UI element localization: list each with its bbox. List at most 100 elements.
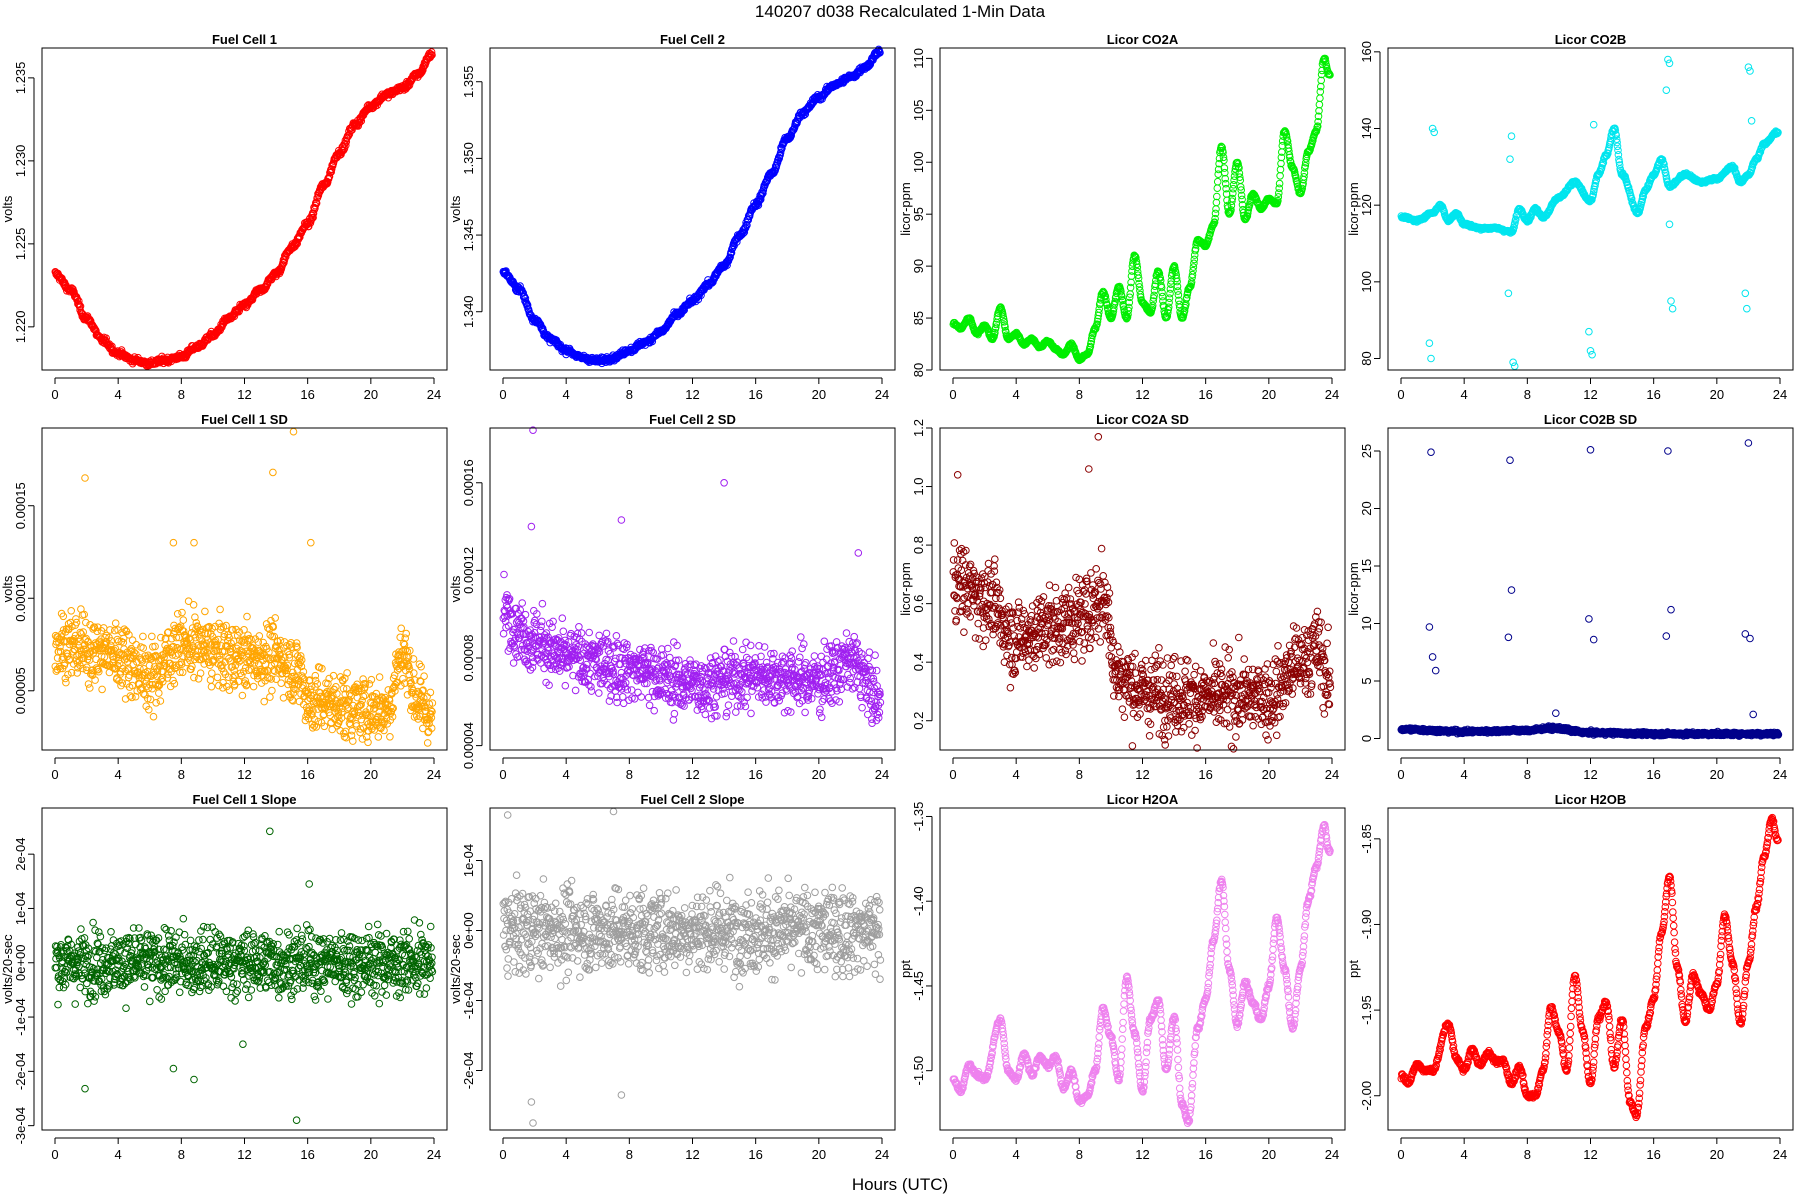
data-points [499,426,885,728]
data-point [1509,358,1517,367]
x-tick-label: 24 [427,767,441,782]
data-point [269,468,277,477]
x-tick-label: 16 [748,387,762,402]
x-axis: 0 4 8 12 16 20 24 [51,757,441,782]
data-point [1275,179,1284,188]
data-point [1428,124,1437,133]
x-tick-label: 4 [115,387,122,402]
data-point [149,712,158,721]
y-tick-label: 1.225 [13,228,28,261]
x-tick-label: 0 [51,767,58,782]
x-tick-label: 0 [51,387,58,402]
x-axis: 0 4 8 12 16 20 24 [949,377,1339,402]
x-tick-label: 24 [1325,387,1339,402]
data-point [73,295,82,304]
data-point [238,691,247,700]
y-tick-label: 80 [911,363,926,377]
data-point [521,610,530,619]
x-tick-label: 24 [427,387,441,402]
data-point [386,733,394,741]
data-point [268,686,276,695]
data-point [1430,128,1438,137]
data-point [196,669,205,678]
panel-title: Licor CO2A [1107,32,1179,47]
x-tick-label: 4 [563,387,570,402]
y-tick-label: 90 [911,259,926,273]
x-tick-label: 20 [812,387,826,402]
y-tick-label: 110 [911,48,926,69]
data-point [1586,347,1595,355]
data-point [139,644,147,652]
data-point [559,627,568,636]
data-point [156,697,165,705]
data-point [277,679,286,688]
x-tick-label: 8 [178,767,185,782]
data-point [1316,94,1324,102]
data-point [1746,67,1754,75]
x-tick-label: 12 [237,387,251,402]
data-point [307,538,315,547]
data-point [374,733,383,741]
data-point [402,629,411,638]
x-tick-label: 8 [178,387,185,402]
x-axis: 0 4 8 12 16 20 24 [499,377,889,402]
plot-frame [1387,47,1794,371]
data-point [420,672,428,681]
data-point [86,684,94,692]
data-point [500,570,508,579]
data-point [139,632,147,641]
data-point [1213,177,1222,186]
y-tick-label: 1.340 [461,295,476,328]
data-point [266,693,274,701]
x-tick-label: 8 [1076,387,1083,402]
y-tick-label: 85 [911,311,926,325]
data-point [538,599,547,608]
data-point [75,297,83,305]
x-tick-label: 20 [364,767,378,782]
data-point [1510,362,1519,371]
data-point [410,669,418,677]
data-point [1504,289,1513,298]
data-point [62,678,70,687]
x-tick-label: 8 [1524,387,1531,402]
panel-title: Licor CO2B [1555,32,1627,47]
data-point [67,607,75,615]
data-point [1665,220,1674,229]
x-tick-label: 0 [1397,387,1404,402]
data-point [1425,339,1434,348]
data-point [426,688,435,697]
x-tick-label: 4 [1461,387,1468,402]
figure-title: 140207 d038 Recalculated 1-Min Data [755,2,1046,21]
x-tick-label: 12 [237,767,251,782]
data-point [1315,100,1324,109]
data-point [152,699,160,707]
data-point [1588,350,1596,359]
data-point [575,623,583,631]
y-tick-label: 0.00005 [13,667,28,714]
data-point [1276,172,1284,180]
data-point [423,739,432,747]
y-tick-label: 1.235 [13,62,28,95]
y-tick-label: 0.00010 [13,575,28,622]
data-point [216,605,224,614]
data-point [1744,63,1753,71]
data-point [169,538,178,547]
x-tick-label: 4 [1013,387,1020,402]
data-point [208,669,216,678]
data-point [289,427,298,436]
x-tick-label: 20 [1262,387,1276,402]
x-axis: 0 4 8 12 16 20 24 [1397,377,1787,402]
y-axis-label: volts [0,195,15,222]
data-point [577,629,586,637]
data-point [1589,120,1598,129]
data-point [571,686,580,695]
x-tick-label: 16 [1198,387,1212,402]
data-points [51,427,437,747]
data-point [1276,165,1285,174]
data-point [375,673,384,681]
